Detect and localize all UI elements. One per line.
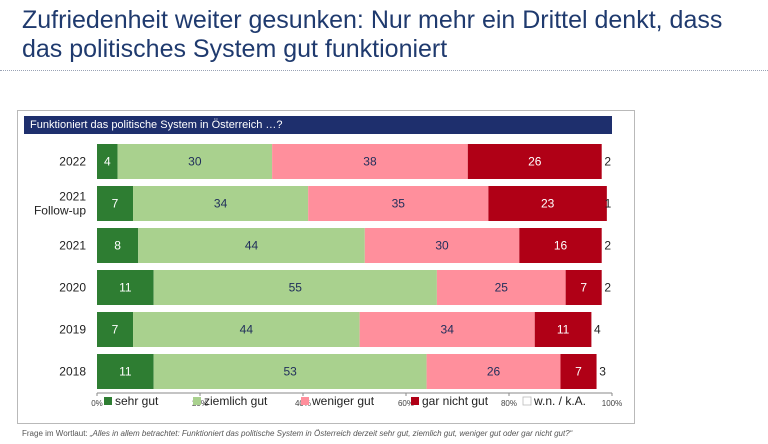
title-divider (0, 70, 768, 71)
bar-segment (364, 228, 520, 263)
bar-segment (488, 186, 607, 221)
legend-swatch (522, 396, 532, 406)
bar-segment (426, 354, 561, 389)
legend-label: ziemlich gut (204, 394, 268, 408)
data-label: 8 (114, 239, 121, 253)
bar-segment (97, 312, 134, 347)
category-label: 2019 (59, 323, 86, 337)
bar-segment (153, 354, 427, 389)
data-label: 30 (188, 155, 202, 169)
footnote-question: „Alles in allem betrachtet: Funktioniert… (89, 429, 573, 438)
data-label: 55 (289, 281, 303, 295)
bar-segment (133, 312, 360, 347)
bar-segment (97, 270, 154, 305)
data-label: 11 (557, 323, 570, 337)
data-label: 16 (554, 239, 568, 253)
legend-label: sehr gut (115, 394, 159, 408)
category-label: 2018 (59, 365, 86, 379)
legend-label: weniger gut (311, 394, 375, 408)
data-label: 30 (435, 239, 449, 253)
data-label: 38 (363, 155, 377, 169)
bar-segment (359, 312, 535, 347)
category-label: 2020 (59, 281, 86, 295)
data-label: 7 (112, 197, 119, 211)
bar-segment (272, 144, 468, 179)
data-label: 3 (599, 365, 606, 379)
x-tick-label: 100% (602, 399, 622, 408)
bar-segment (467, 144, 602, 179)
bar-segment (133, 186, 309, 221)
footnote-prefix: Frage im Wortlaut: (22, 429, 90, 438)
x-tick-label: 0% (91, 399, 103, 408)
category-label: 2022 (59, 155, 86, 169)
bar-segment (560, 354, 597, 389)
x-tick-label: 80% (501, 399, 517, 408)
data-label: 34 (214, 197, 228, 211)
page-title: Zufriedenheit weiter gesunken: Nur mehr … (22, 6, 723, 63)
data-label: 26 (528, 155, 542, 169)
legend-label: gar nicht gut (422, 394, 489, 408)
question-header: Funktioniert das politische System in Ös… (24, 116, 612, 134)
bar-segment (153, 270, 437, 305)
legend-swatch (301, 397, 309, 405)
legend-label: w.n. / k.A. (533, 394, 586, 408)
data-label: 53 (283, 365, 297, 379)
data-label: 2 (604, 239, 611, 253)
data-label: 7 (575, 365, 582, 379)
data-label: 1 (605, 197, 612, 211)
data-label: 2 (604, 281, 611, 295)
legend-swatch (411, 397, 419, 405)
bar-segment (117, 144, 273, 179)
data-label: 4 (104, 155, 111, 169)
data-label: 44 (240, 323, 254, 337)
data-label: 11 (119, 281, 132, 295)
category-label: 2021 (59, 239, 86, 253)
data-label: 35 (392, 197, 406, 211)
bar-segment (534, 312, 592, 347)
data-label: 7 (580, 281, 587, 295)
data-label: 44 (245, 239, 259, 253)
legend-swatch (193, 397, 201, 405)
bar-segment (308, 186, 489, 221)
data-label: 4 (594, 323, 601, 337)
bar-segment (519, 228, 602, 263)
category-label: 2021 Follow-up (34, 190, 86, 218)
bar-segment (565, 270, 602, 305)
data-label: 2 (604, 155, 611, 169)
data-label: 7 (112, 323, 119, 337)
bar-segment (97, 186, 134, 221)
chart-frame (17, 110, 635, 424)
legend-swatch (104, 397, 112, 405)
footnote: Frage im Wortlaut: „Alles in allem betra… (22, 429, 762, 439)
bar-segment (97, 144, 118, 179)
bar-segment (436, 270, 566, 305)
data-label: 23 (541, 197, 555, 211)
data-label: 34 (441, 323, 455, 337)
bar-segment (138, 228, 365, 263)
bar-segment (97, 354, 154, 389)
data-label: 25 (495, 281, 509, 295)
x-tick-label: 60% (398, 399, 414, 408)
data-label: 11 (119, 365, 132, 379)
data-label: 26 (487, 365, 501, 379)
bar-segment (97, 228, 139, 263)
